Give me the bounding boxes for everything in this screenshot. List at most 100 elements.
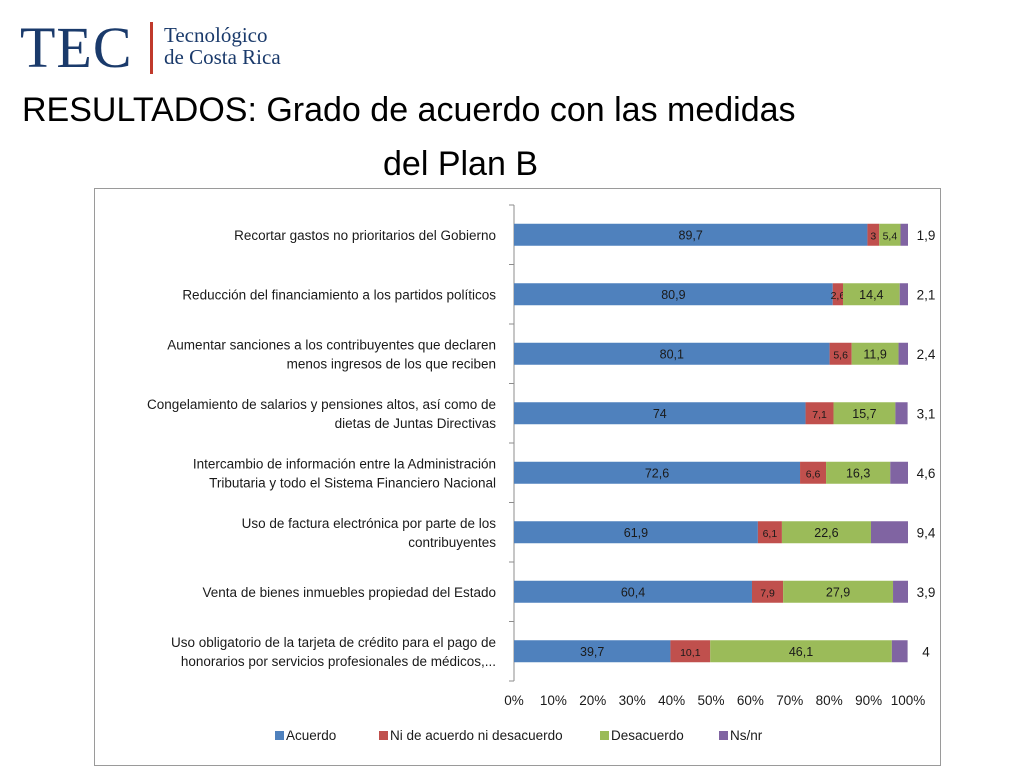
category-label: Recortar gastos no prioritarios del Gobi… <box>234 228 496 243</box>
legend-swatch-nsnr <box>719 731 728 740</box>
logo-name: Tecnológico de Costa Rica <box>164 24 281 68</box>
bar-segment-ni <box>670 640 711 663</box>
bar-segment-nsnr <box>891 640 908 663</box>
bar-segment-acuerdo <box>514 342 830 365</box>
data-label-outside: 1,9 <box>917 228 936 243</box>
stacked-bar-chart: Recortar gastos no prioritarios del Gobi… <box>147 204 936 743</box>
category-label: menos ingresos de los que reciben <box>287 356 496 371</box>
data-label: 89,7 <box>679 228 703 242</box>
data-label: 15,7 <box>852 407 876 421</box>
bar-segment-nsnr <box>900 223 908 246</box>
x-tick-label: 90% <box>855 693 882 708</box>
data-label: 5,6 <box>833 349 848 361</box>
legend-swatch-acuerdo <box>275 731 284 740</box>
data-label: 3 <box>870 230 876 242</box>
data-label-outside: 4,6 <box>917 466 936 481</box>
bar-segment-desacuerdo <box>842 283 900 306</box>
legend-swatch-ni <box>379 731 388 740</box>
data-label-outside: 4 <box>922 644 930 659</box>
data-label-outside: 2,4 <box>917 347 936 362</box>
slide-title-line2: del Plan B <box>383 145 538 183</box>
logo-name-line1: Tecnológico <box>164 23 268 47</box>
bar-segment-desacuerdo <box>783 580 894 603</box>
x-tick-label: 10% <box>540 693 567 708</box>
data-label-outside: 3,1 <box>917 406 936 421</box>
data-label: 6,1 <box>763 528 778 540</box>
bar-segment-desacuerdo <box>710 640 892 663</box>
bar-segment-nsnr <box>895 402 908 425</box>
bar-segment-nsnr <box>898 342 908 365</box>
category-label: Intercambio de información entre la Admi… <box>193 456 496 471</box>
category-label: Uso de factura electrónica por parte de … <box>242 516 497 531</box>
x-tick-label: 60% <box>737 693 764 708</box>
bar-segment-desacuerdo <box>826 461 891 484</box>
data-label: 74 <box>653 407 667 421</box>
bar-segment-desacuerdo <box>879 223 901 246</box>
bar-segment-acuerdo <box>514 223 868 246</box>
category-label: Congelamiento de salarios y pensiones al… <box>147 397 496 412</box>
x-tick-label: 0% <box>504 693 524 708</box>
x-tick-label: 50% <box>697 693 724 708</box>
bar-segment-nsnr <box>899 283 908 306</box>
bar-segment-ni <box>832 283 843 306</box>
bar-segment-ni <box>800 461 827 484</box>
data-label: 80,9 <box>661 288 685 302</box>
x-tick-label: 30% <box>619 693 646 708</box>
data-label: 11,9 <box>863 347 886 361</box>
data-label: 2,6 <box>831 290 846 302</box>
legend-swatch-desacuerdo <box>600 731 609 740</box>
chart-frame: Recortar gastos no prioritarios del Gobi… <box>94 188 941 766</box>
bar-segment-desacuerdo <box>851 342 899 365</box>
data-label: 39,7 <box>580 645 604 659</box>
bar-segment-acuerdo <box>514 461 801 484</box>
category-label: honorarios por servicios profesionales d… <box>181 654 496 669</box>
bar-segment-acuerdo <box>514 640 671 663</box>
bar-segment-acuerdo <box>514 521 758 544</box>
data-label: 14,4 <box>859 288 883 302</box>
bar-segment-nsnr <box>893 580 908 603</box>
legend-label: Ni de acuerdo ni desacuerdo <box>390 728 563 743</box>
data-label: 61,9 <box>624 526 648 540</box>
category-label: Tributaria y todo el Sistema Financiero … <box>209 475 496 490</box>
category-label: Uso obligatorio de la tarjeta de crédito… <box>171 635 496 650</box>
x-tick-label: 40% <box>658 693 685 708</box>
bar-segment-desacuerdo <box>833 402 896 425</box>
bar-segment-ni <box>751 580 784 603</box>
data-label: 72,6 <box>645 466 669 480</box>
data-label-outside: 3,9 <box>917 585 936 600</box>
category-label: dietas de Juntas Directivas <box>335 416 497 431</box>
legend-label: Desacuerdo <box>611 728 684 743</box>
x-tick-label: 80% <box>816 693 843 708</box>
x-tick-label: 20% <box>579 693 606 708</box>
data-label: 5,4 <box>883 230 898 242</box>
category-label: Reducción del financiamiento a los parti… <box>182 287 496 302</box>
logo-name-line2: de Costa Rica <box>164 45 281 69</box>
data-label: 7,9 <box>760 587 775 599</box>
category-label: Venta de bienes inmuebles propiedad del … <box>203 585 496 600</box>
logo-divider <box>150 22 153 74</box>
data-label: 80,1 <box>660 347 684 361</box>
x-tick-label: 70% <box>776 693 803 708</box>
data-label: 16,3 <box>846 466 870 480</box>
bar-segment-desacuerdo <box>781 521 871 544</box>
category-label: Aumentar sanciones a los contribuyentes … <box>167 337 496 352</box>
legend-label: Acuerdo <box>286 728 336 743</box>
bar-segment-ni <box>805 402 834 425</box>
x-tick-label: 100% <box>891 693 926 708</box>
bar-segment-ni <box>757 521 782 544</box>
data-label: 60,4 <box>621 585 645 599</box>
bar-segment-acuerdo <box>514 580 752 603</box>
bar-segment-acuerdo <box>514 402 806 425</box>
data-label: 46,1 <box>789 645 813 659</box>
data-label: 27,9 <box>826 585 850 599</box>
logo-abbr: TEC <box>20 15 133 80</box>
data-label: 7,1 <box>812 409 827 421</box>
tec-logo: TEC Tecnológico de Costa Rica <box>20 18 320 78</box>
data-label: 10,1 <box>680 647 701 659</box>
legend-label: Ns/nr <box>730 728 763 743</box>
category-label: contribuyentes <box>408 535 496 550</box>
bar-segment-ni <box>867 223 880 246</box>
data-label-outside: 2,1 <box>917 287 936 302</box>
bar-segment-nsnr <box>890 461 908 484</box>
bar-segment-acuerdo <box>514 283 833 306</box>
